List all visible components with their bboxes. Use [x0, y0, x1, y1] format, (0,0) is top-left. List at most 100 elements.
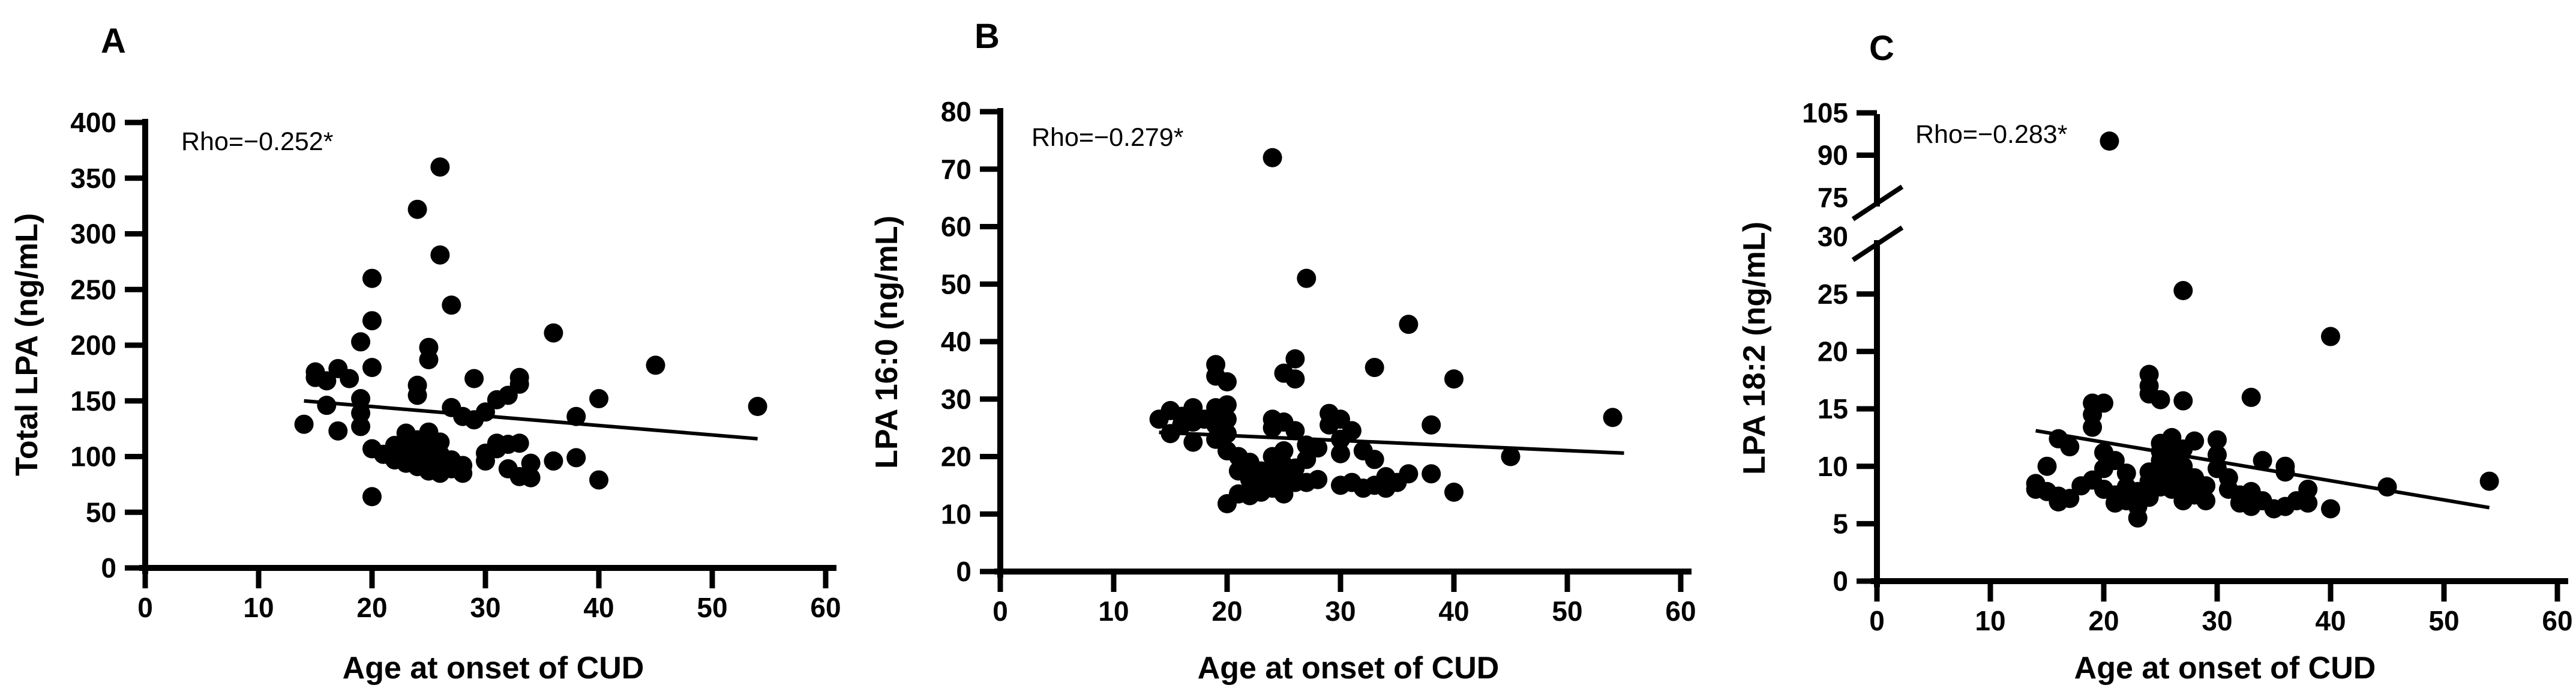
data-point [2173, 391, 2193, 411]
y-tick-label: 10 [941, 498, 971, 530]
y-tick-label: 60 [941, 211, 971, 243]
data-point [362, 358, 382, 378]
data-point [2321, 499, 2340, 519]
data-point [2151, 390, 2170, 409]
x-tick-label: 30 [1325, 596, 1356, 627]
data-point [453, 456, 473, 475]
data-point [1422, 415, 1441, 435]
x-tick-label: 20 [2088, 605, 2119, 636]
data-point [2208, 430, 2227, 450]
y-tick-label: 0 [956, 556, 971, 587]
x-tick-label: 40 [2315, 605, 2346, 636]
data-point [351, 332, 371, 352]
data-point [407, 385, 427, 405]
data-point [1285, 349, 1305, 369]
data-point [476, 451, 495, 471]
axis-break-slash [1851, 225, 1904, 262]
x-tick-label: 10 [243, 592, 274, 623]
y-axis-title: LPA 16:0 (ng/mL) [869, 216, 904, 469]
data-point [589, 470, 608, 490]
data-point [2185, 431, 2205, 451]
data-point [566, 448, 586, 468]
x-axis-title: Age at onset of CUD [343, 651, 644, 686]
data-point [351, 389, 371, 409]
x-tick-label: 40 [583, 592, 614, 623]
y-tick-label: 105 [1802, 97, 1848, 128]
data-point [1183, 432, 1203, 452]
data-point [1217, 372, 1237, 392]
data-point [1399, 464, 1419, 484]
axis-break-slash [1851, 184, 1904, 222]
rho-annotation: Rho=−0.252* [181, 127, 334, 156]
data-point [2173, 281, 2193, 301]
data-point [487, 390, 506, 409]
data-point [419, 350, 439, 370]
data-point [407, 199, 427, 219]
y-tick-label: 75 [1818, 182, 1848, 213]
x-axis-title: Age at onset of CUD [2074, 651, 2376, 686]
data-point [1603, 408, 1623, 427]
data-point [2377, 477, 2397, 497]
x-tick-label: 60 [810, 592, 841, 623]
y-tick-label: 20 [1818, 336, 1848, 367]
data-point [1285, 421, 1305, 441]
data-point [1365, 358, 1384, 378]
data-point [430, 157, 450, 177]
y-tick-label: 5 [1833, 508, 1848, 539]
data-point [2298, 479, 2318, 499]
y-tick-label: 70 [941, 154, 971, 185]
y-tick-label: 80 [941, 96, 971, 127]
data-point [476, 402, 495, 422]
data-point [2196, 491, 2216, 511]
data-point [1285, 369, 1305, 389]
x-tick-label: 60 [2542, 605, 2572, 636]
data-point [1297, 268, 1317, 288]
data-point [351, 403, 371, 423]
data-point [2321, 327, 2340, 346]
y-axis-title: Total LPA (ng/mL) [10, 213, 44, 476]
data-point [1308, 469, 1328, 489]
y-tick-label: 300 [70, 219, 116, 250]
data-point [362, 268, 382, 288]
panel-label: A [101, 22, 126, 61]
y-tick-label: 30 [1818, 221, 1848, 252]
x-tick-label: 30 [2202, 605, 2232, 636]
x-axis-title: Age at onset of CUD [1198, 651, 1500, 686]
data-point [521, 453, 541, 473]
data-point [2298, 493, 2318, 513]
data-point [2100, 131, 2119, 151]
y-tick-label: 0 [101, 552, 116, 584]
data-point [317, 396, 337, 415]
data-point [1422, 464, 1441, 484]
data-point [544, 323, 563, 343]
data-point [1217, 494, 1237, 514]
data-point [2479, 471, 2499, 491]
data-point [2241, 387, 2261, 407]
data-point [430, 245, 450, 265]
data-point [2037, 456, 2057, 476]
y-axis-title: LPA 18:2 (ng/mL) [1737, 222, 1772, 475]
y-tick-label: 30 [941, 384, 971, 415]
data-point [340, 369, 359, 388]
x-tick-label: 50 [1552, 596, 1582, 627]
x-tick-label: 30 [470, 592, 500, 623]
x-tick-label: 20 [1211, 596, 1242, 627]
scatter-panel-c: 0 10 20 30 40 50 60 Age at onset of CUD 0 5 10 15 20… [1737, 29, 2573, 686]
panel-label: B [974, 17, 1000, 56]
y-tick-label: 0 [1833, 566, 1848, 597]
data-point [1274, 441, 1294, 460]
data-point [1217, 395, 1237, 415]
data-point [2253, 451, 2272, 471]
data-point [351, 417, 371, 436]
y-tick-label: 100 [70, 441, 116, 472]
data-point [589, 389, 608, 409]
data-point [2196, 476, 2216, 496]
data-point [328, 421, 348, 441]
data-point [362, 311, 382, 331]
data-point [362, 487, 382, 507]
y-tick-label: 50 [941, 268, 971, 300]
y-tick-label: 20 [941, 441, 971, 472]
scatter-panel-b: 0 10 20 30 40 50 60 Age at onset of CUD 0 10 20 30 4… [869, 17, 1696, 686]
y-tick-label: 40 [941, 326, 971, 357]
